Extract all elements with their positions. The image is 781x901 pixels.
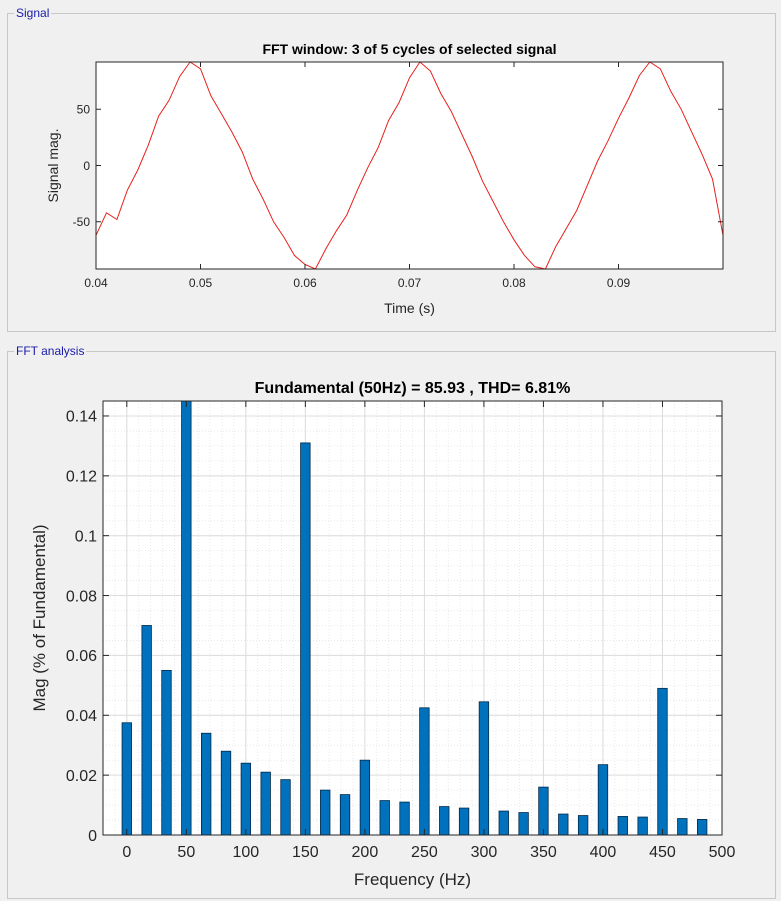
fft-analysis-panel: FFT analysis [7, 344, 776, 899]
signal-panel: Signal [7, 6, 776, 332]
fft-panel-label: FFT analysis [14, 344, 87, 358]
signal-panel-label: Signal [14, 6, 52, 20]
